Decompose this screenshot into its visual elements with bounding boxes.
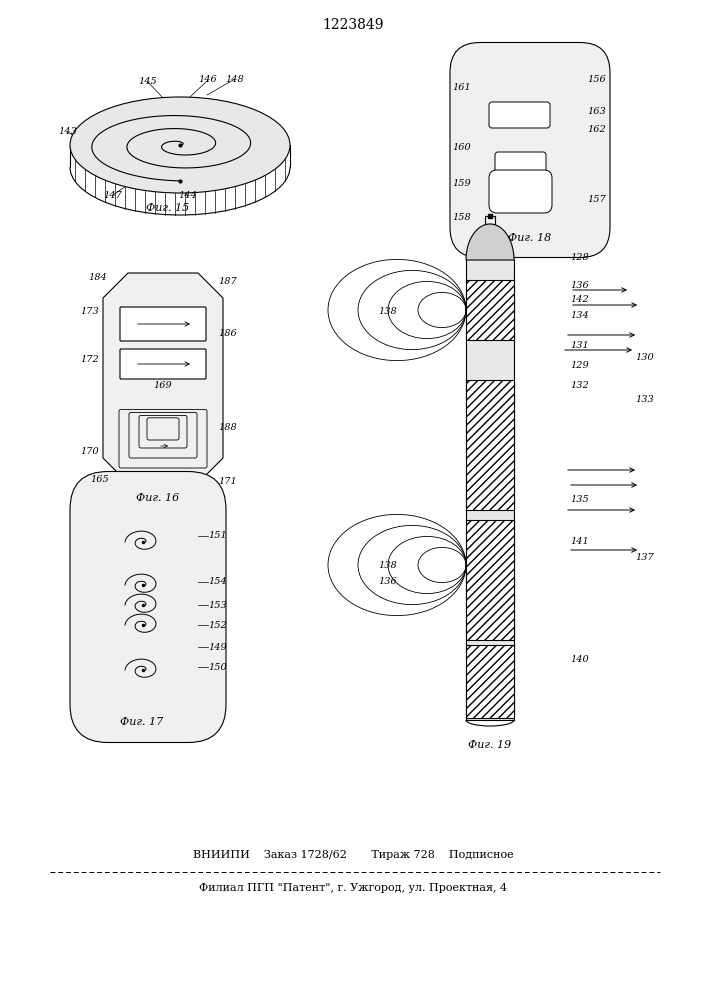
Bar (466, 520, 514, 640)
FancyBboxPatch shape (120, 307, 206, 341)
FancyBboxPatch shape (70, 472, 226, 742)
Text: Фиг. 17: Фиг. 17 (120, 717, 163, 727)
Text: 156: 156 (588, 76, 607, 85)
Text: 136: 136 (571, 280, 590, 290)
Polygon shape (103, 273, 223, 483)
FancyBboxPatch shape (495, 152, 546, 173)
FancyBboxPatch shape (120, 349, 206, 379)
Text: 170: 170 (81, 448, 100, 456)
Text: 140: 140 (571, 656, 590, 664)
Text: 134: 134 (571, 310, 590, 320)
Text: 136: 136 (379, 578, 397, 586)
Text: 146: 146 (199, 76, 217, 85)
Text: 138: 138 (379, 308, 397, 316)
Text: 173: 173 (81, 308, 100, 316)
Text: 129: 129 (571, 360, 590, 369)
Text: 157: 157 (588, 196, 607, 205)
Text: 154: 154 (209, 578, 228, 586)
Text: 159: 159 (452, 180, 472, 188)
Text: 165: 165 (90, 476, 110, 485)
Text: 187: 187 (218, 277, 238, 286)
Text: 137: 137 (636, 552, 655, 562)
Text: 147: 147 (104, 190, 122, 200)
Text: 158: 158 (452, 214, 472, 223)
FancyBboxPatch shape (489, 170, 552, 213)
Text: Фиг. 16: Фиг. 16 (136, 493, 180, 503)
Text: 145: 145 (139, 78, 158, 87)
Text: 171: 171 (218, 478, 238, 487)
Text: 160: 160 (452, 143, 472, 152)
Text: 184: 184 (88, 273, 107, 282)
Text: 144: 144 (179, 192, 197, 200)
Text: 172: 172 (81, 356, 100, 364)
Text: 188: 188 (218, 424, 238, 432)
FancyBboxPatch shape (489, 102, 550, 128)
Text: 142: 142 (571, 296, 590, 304)
Text: 132: 132 (571, 380, 590, 389)
Text: Филиал ПГП "Патент", г. Ужгород, ул. Проектная, 4: Филиал ПГП "Патент", г. Ужгород, ул. Про… (199, 883, 507, 893)
Text: 131: 131 (571, 340, 590, 350)
Text: 153: 153 (209, 600, 228, 609)
Text: 139: 139 (481, 226, 499, 234)
Text: 143: 143 (59, 127, 77, 136)
Bar (466, 260, 514, 720)
Text: 163: 163 (588, 107, 607, 116)
Text: 169: 169 (153, 380, 173, 389)
Bar (466, 280, 514, 340)
Polygon shape (70, 145, 290, 193)
Text: 130: 130 (636, 353, 655, 361)
Text: Фиг. 19: Фиг. 19 (468, 740, 512, 750)
Text: 138: 138 (379, 560, 397, 570)
Bar (466, 380, 514, 510)
Polygon shape (466, 224, 514, 260)
Text: 161: 161 (452, 84, 472, 93)
Text: 162: 162 (588, 125, 607, 134)
Text: ВНИИПИ    Заказ 1728/62       Тираж 728    Подписное: ВНИИПИ Заказ 1728/62 Тираж 728 Подписное (193, 850, 513, 860)
Text: 1223849: 1223849 (322, 18, 384, 32)
Text: 186: 186 (218, 330, 238, 338)
FancyBboxPatch shape (450, 42, 610, 257)
Text: 149: 149 (209, 643, 228, 652)
Text: 128: 128 (571, 253, 590, 262)
Text: 135: 135 (571, 495, 590, 504)
Text: Фиг. 18: Фиг. 18 (508, 233, 551, 243)
Text: 133: 133 (636, 395, 655, 404)
Text: 152: 152 (209, 620, 228, 630)
Text: 150: 150 (209, 662, 228, 672)
Text: Фиг. 15: Фиг. 15 (146, 203, 189, 213)
Text: 141: 141 (571, 538, 590, 546)
Bar (466, 645, 514, 718)
Polygon shape (70, 97, 290, 193)
Text: 151: 151 (209, 532, 228, 540)
Text: 148: 148 (226, 75, 245, 84)
